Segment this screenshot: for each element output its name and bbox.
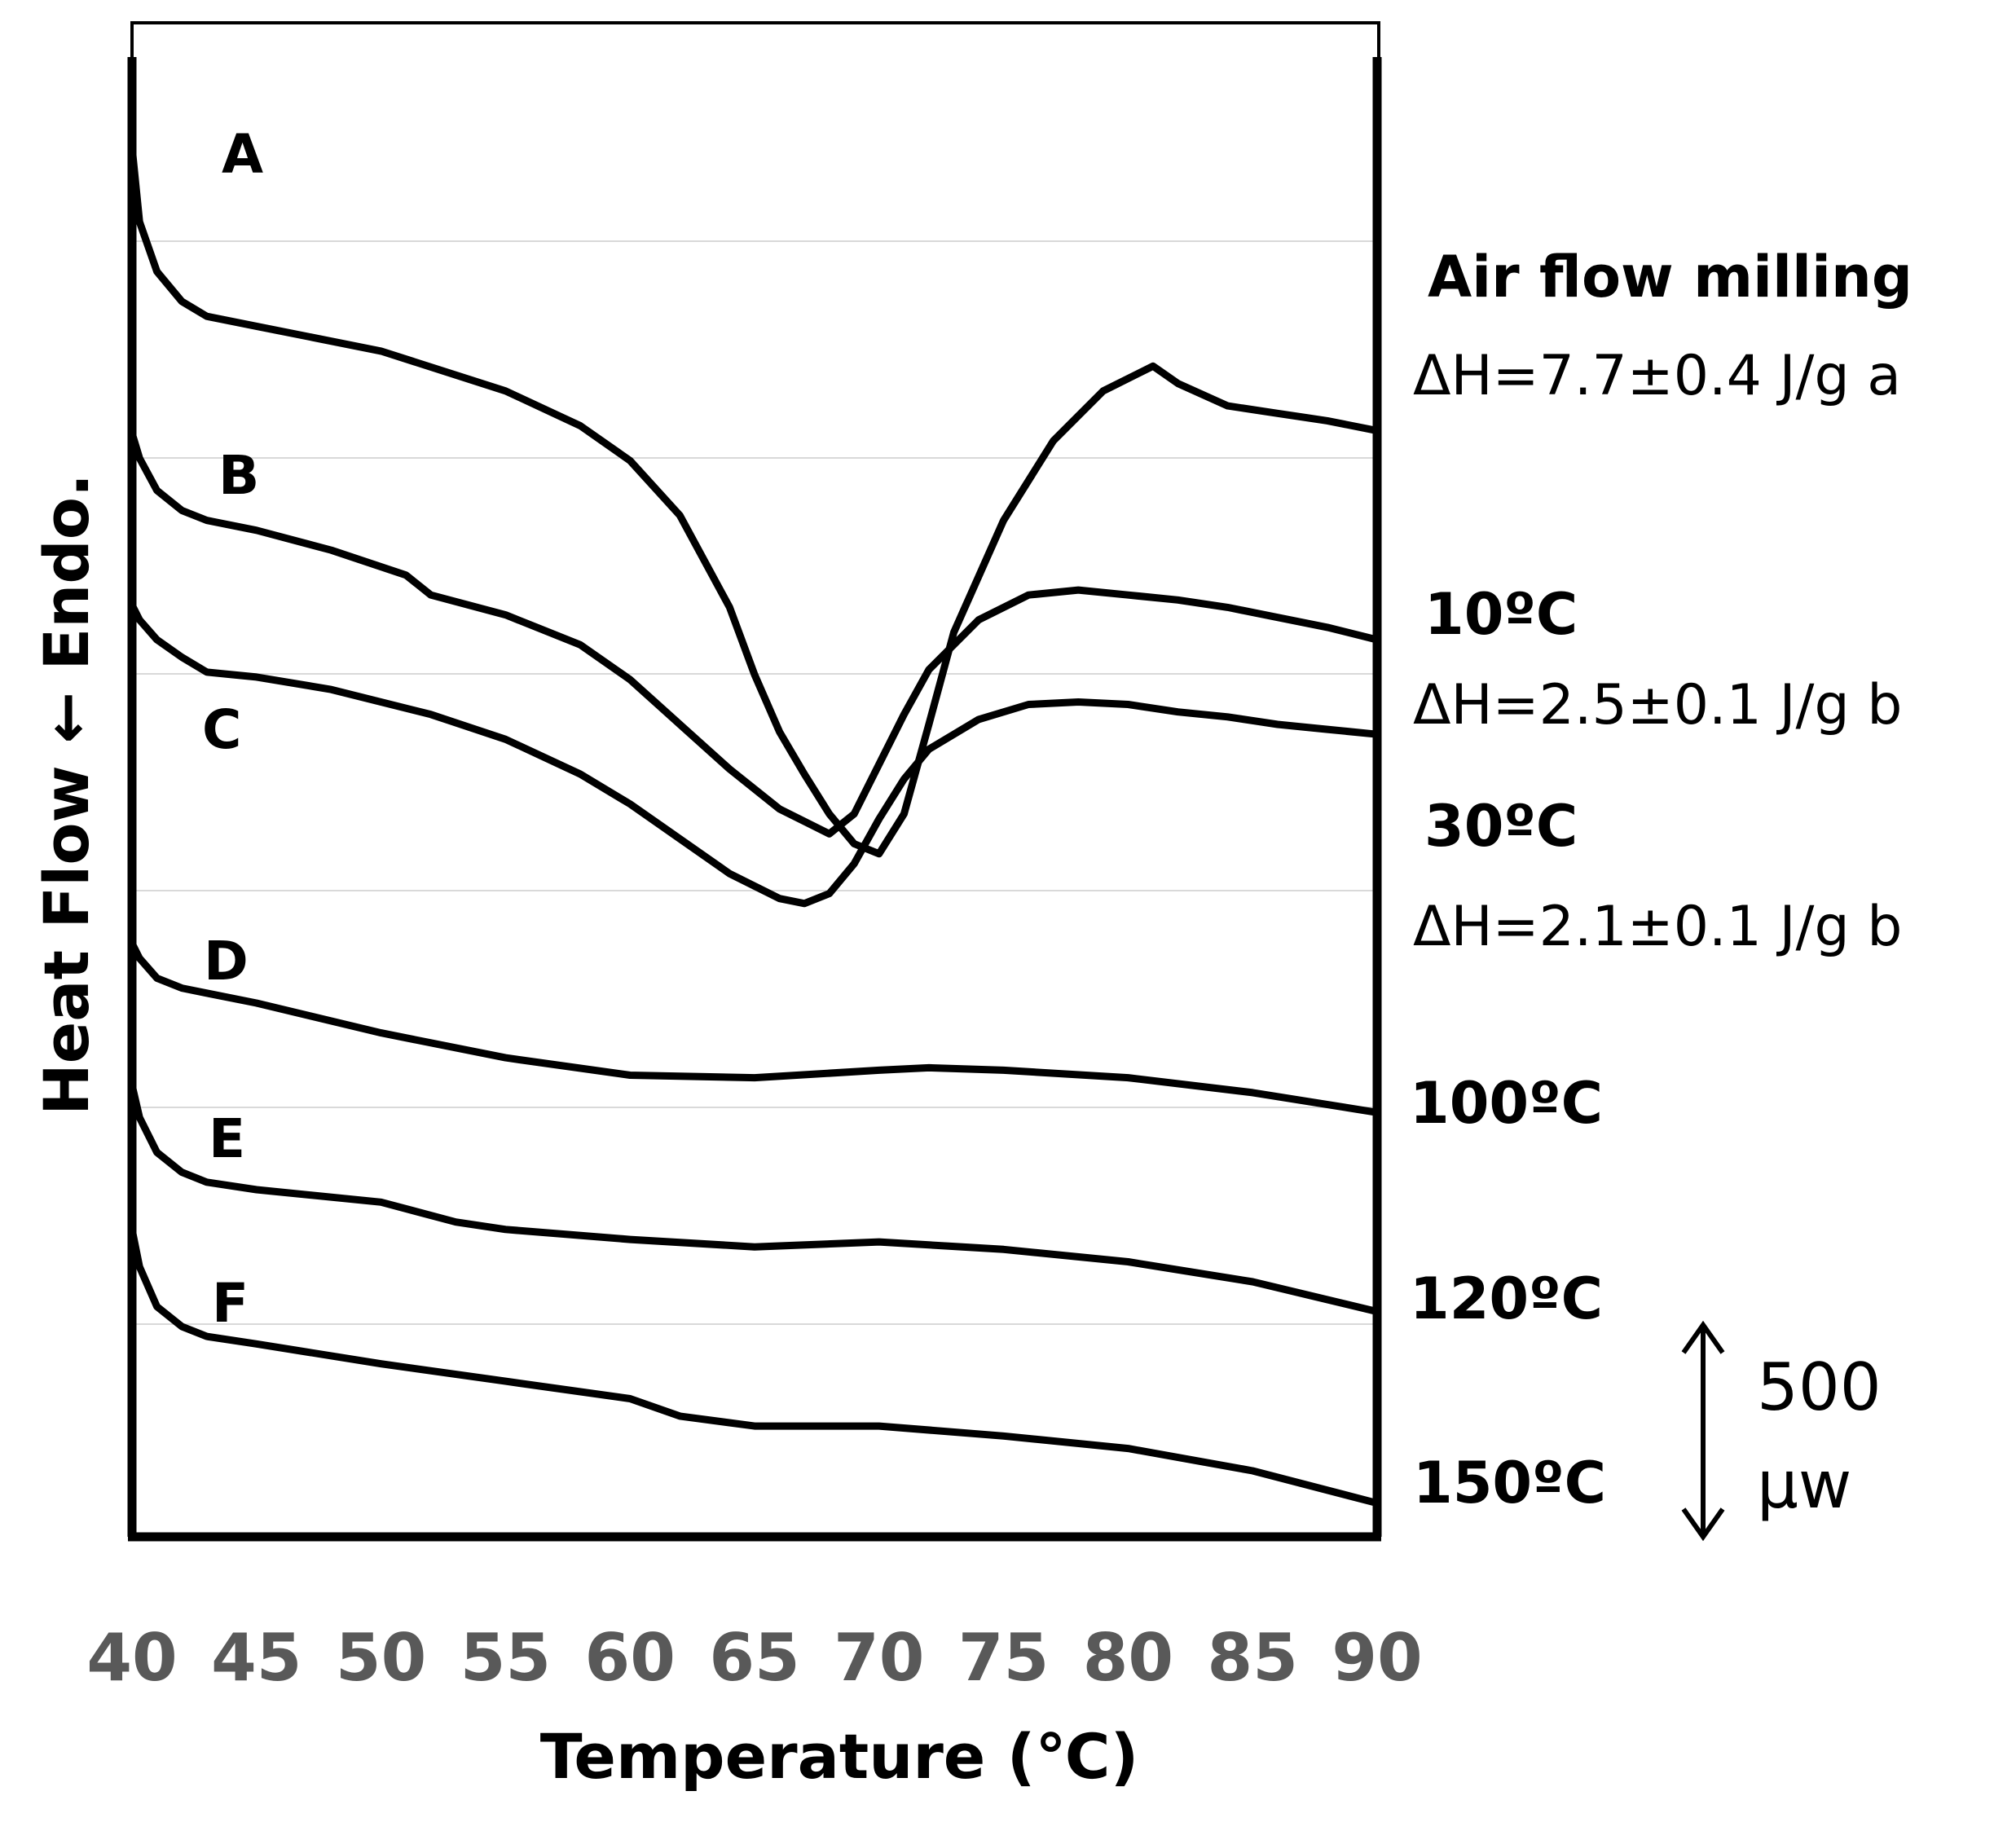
enthalpy-label-a: ΔH=7.7±0.4 J/g a <box>1413 344 1901 408</box>
series-line-d <box>128 940 1381 1116</box>
x-tick-label: 90 <box>1332 1620 1422 1696</box>
condition-label-e: 120ºC <box>1410 1265 1603 1332</box>
x-tick-label: 55 <box>460 1620 551 1696</box>
curve-letter-a: A <box>222 123 263 186</box>
enthalpy-label-b: ΔH=2.5±0.1 J/g b <box>1413 673 1902 737</box>
condition-label-f: 150ºC <box>1413 1450 1606 1516</box>
arrow-down-icon <box>1681 1507 1725 1542</box>
curve-letter-b: B <box>218 444 259 507</box>
series-line-e <box>128 1081 1381 1316</box>
series-line-b <box>128 429 1381 838</box>
arrow-up-icon <box>1681 1320 1725 1354</box>
x-tick-label: 85 <box>1208 1620 1298 1696</box>
scale-bar-unit: μw <box>1757 1447 1851 1523</box>
x-tick-label: 70 <box>834 1620 924 1696</box>
x-tick-label: 40 <box>86 1620 177 1696</box>
x-tick-label: 45 <box>211 1620 302 1696</box>
condition-label-a: Air flow milling <box>1428 244 1913 310</box>
series-line-a <box>128 143 1381 858</box>
gridlines <box>132 240 1377 1325</box>
curve-layer <box>128 143 1381 1507</box>
x-tick-label: 50 <box>336 1620 426 1696</box>
scale-bar-value: 500 <box>1757 1349 1882 1425</box>
curve-letter-c: C <box>202 698 241 761</box>
x-tick-labels: 40 45 50 55 60 65 70 75 80 85 90 <box>86 1620 1422 1696</box>
x-tick-label: 60 <box>585 1620 676 1696</box>
curve-letter-f: F <box>212 1272 249 1335</box>
scale-bar: 500 μw <box>1681 1320 1882 1542</box>
series-line-f <box>128 1226 1381 1507</box>
condition-label-b: 10ºC <box>1424 581 1578 648</box>
condition-label-d: 100ºC <box>1410 1070 1603 1137</box>
x-tick-label: 80 <box>1083 1620 1173 1696</box>
enthalpy-label-c: ΔH=2.1±0.1 J/g b <box>1413 895 1902 959</box>
condition-label-c: 30ºC <box>1424 793 1578 860</box>
y-axis-title: Heat Flow ← Endo. <box>30 473 103 1116</box>
x-axis-title: Temperature (℃) <box>540 1720 1139 1793</box>
x-tick-label: 65 <box>709 1620 799 1696</box>
plot-frame-outline <box>130 21 1380 1538</box>
curve-letter-d: D <box>204 930 249 992</box>
series-line-c <box>128 601 1381 908</box>
curve-letter-e: E <box>209 1107 245 1170</box>
x-tick-label: 75 <box>958 1620 1049 1696</box>
